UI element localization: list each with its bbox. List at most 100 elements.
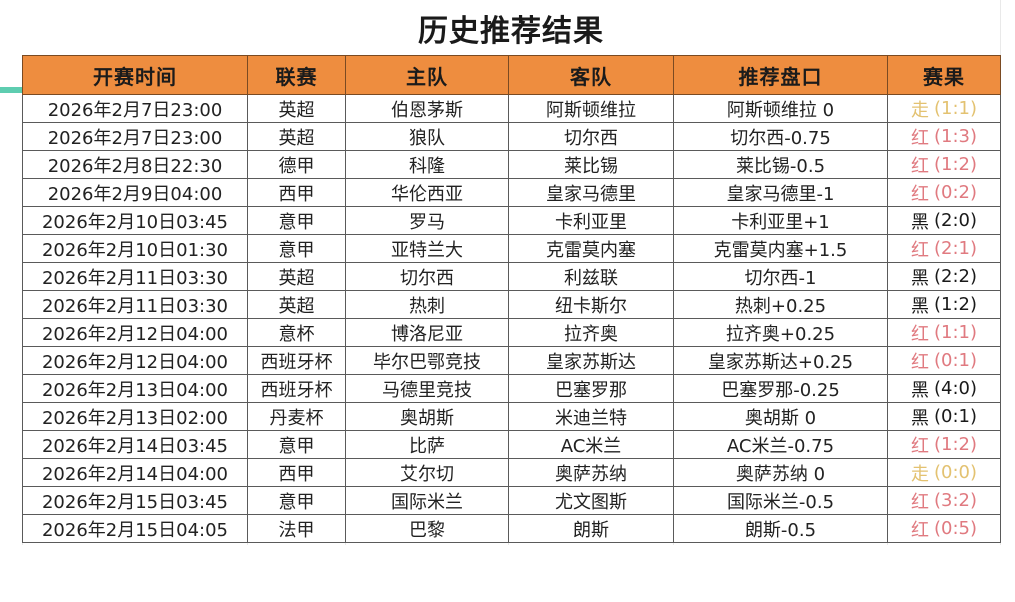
league-cell[interactable]: 英超 (247, 262, 346, 291)
match-time-cell[interactable]: 2026年2月12日04:00 (22, 346, 248, 375)
home-team-cell[interactable]: 华伦西亚 (345, 178, 509, 207)
handicap-cell[interactable]: 国际米兰-0.5 (673, 486, 888, 515)
league-cell[interactable]: 法甲 (247, 514, 346, 543)
away-team-cell[interactable]: 利兹联 (508, 262, 674, 291)
result-cell[interactable]: 红 (0:5) (887, 514, 1001, 543)
match-time-cell[interactable]: 2026年2月8日22:30 (22, 150, 248, 179)
handicap-cell[interactable]: 切尔西-0.75 (673, 122, 888, 151)
column-header-away[interactable]: 客队 (508, 55, 674, 95)
home-team-cell[interactable]: 巴黎 (345, 514, 509, 543)
table-row[interactable]: 2026年2月13日02:00 丹麦杯 奥胡斯 米迪兰特 奥胡斯 0 黑 (0:1) (22, 402, 1001, 431)
handicap-cell[interactable]: 奥萨苏纳 0 (673, 458, 888, 487)
away-team-cell[interactable]: 卡利亚里 (508, 206, 674, 235)
match-time-cell[interactable]: 2026年2月13日02:00 (22, 402, 248, 431)
handicap-cell[interactable]: 阿斯顿维拉 0 (673, 94, 888, 123)
handicap-cell[interactable]: 卡利亚里+1 (673, 206, 888, 235)
league-cell[interactable]: 英超 (247, 94, 346, 123)
result-cell[interactable]: 黑 (2:0) (887, 206, 1001, 235)
match-time-cell[interactable]: 2026年2月14日03:45 (22, 430, 248, 459)
league-cell[interactable]: 意甲 (247, 234, 346, 263)
home-team-cell[interactable]: 奥胡斯 (345, 402, 509, 431)
league-cell[interactable]: 意甲 (247, 430, 346, 459)
handicap-cell[interactable]: 巴塞罗那-0.25 (673, 374, 888, 403)
result-cell[interactable]: 红 (1:2) (887, 430, 1001, 459)
match-time-cell[interactable]: 2026年2月11日03:30 (22, 262, 248, 291)
result-cell[interactable]: 红 (1:3) (887, 122, 1001, 151)
home-team-cell[interactable]: 亚特兰大 (345, 234, 509, 263)
league-cell[interactable]: 英超 (247, 122, 346, 151)
home-team-cell[interactable]: 热刺 (345, 290, 509, 319)
table-row[interactable]: 2026年2月7日23:00 英超 伯恩茅斯 阿斯顿维拉 阿斯顿维拉 0 走 (1:1) (22, 94, 1001, 123)
away-team-cell[interactable]: 切尔西 (508, 122, 674, 151)
home-team-cell[interactable]: 艾尔切 (345, 458, 509, 487)
away-team-cell[interactable]: 莱比锡 (508, 150, 674, 179)
match-time-cell[interactable]: 2026年2月7日23:00 (22, 94, 248, 123)
result-cell[interactable]: 走 (1:1) (887, 94, 1001, 123)
league-cell[interactable]: 西班牙杯 (247, 346, 346, 375)
table-row[interactable]: 2026年2月9日04:00 西甲 华伦西亚 皇家马德里 皇家马德里-1 红 (0:2) (22, 178, 1001, 207)
away-team-cell[interactable]: AC米兰 (508, 430, 674, 459)
away-team-cell[interactable]: 拉齐奥 (508, 318, 674, 347)
match-time-cell[interactable]: 2026年2月13日04:00 (22, 374, 248, 403)
away-team-cell[interactable]: 阿斯顿维拉 (508, 94, 674, 123)
league-cell[interactable]: 意甲 (247, 486, 346, 515)
table-row[interactable]: 2026年2月14日03:45 意甲 比萨 AC米兰 AC米兰-0.75 红 (1:2) (22, 430, 1001, 459)
home-team-cell[interactable]: 毕尔巴鄂竞技 (345, 346, 509, 375)
league-cell[interactable]: 西甲 (247, 458, 346, 487)
table-row[interactable]: 2026年2月14日04:00 西甲 艾尔切 奥萨苏纳 奥萨苏纳 0 走 (0:0) (22, 458, 1001, 487)
result-cell[interactable]: 红 (1:2) (887, 150, 1001, 179)
home-team-cell[interactable]: 博洛尼亚 (345, 318, 509, 347)
match-time-cell[interactable]: 2026年2月11日03:30 (22, 290, 248, 319)
table-row[interactable]: 2026年2月11日03:30 英超 热刺 纽卡斯尔 热刺+0.25 黑 (1:2) (22, 290, 1001, 319)
home-team-cell[interactable]: 科隆 (345, 150, 509, 179)
league-cell[interactable]: 丹麦杯 (247, 402, 346, 431)
away-team-cell[interactable]: 克雷莫内塞 (508, 234, 674, 263)
home-team-cell[interactable]: 狼队 (345, 122, 509, 151)
home-team-cell[interactable]: 切尔西 (345, 262, 509, 291)
handicap-cell[interactable]: AC米兰-0.75 (673, 430, 888, 459)
result-cell[interactable]: 黑 (4:0) (887, 374, 1001, 403)
result-cell[interactable]: 红 (0:2) (887, 178, 1001, 207)
match-time-cell[interactable]: 2026年2月10日01:30 (22, 234, 248, 263)
league-cell[interactable]: 意杯 (247, 318, 346, 347)
away-team-cell[interactable]: 巴塞罗那 (508, 374, 674, 403)
match-time-cell[interactable]: 2026年2月12日04:00 (22, 318, 248, 347)
result-cell[interactable]: 红 (1:1) (887, 318, 1001, 347)
league-cell[interactable]: 意甲 (247, 206, 346, 235)
table-row[interactable]: 2026年2月10日03:45 意甲 罗马 卡利亚里 卡利亚里+1 黑 (2:0) (22, 206, 1001, 235)
handicap-cell[interactable]: 切尔西-1 (673, 262, 888, 291)
home-team-cell[interactable]: 罗马 (345, 206, 509, 235)
match-time-cell[interactable]: 2026年2月14日04:00 (22, 458, 248, 487)
table-row[interactable]: 2026年2月12日04:00 意杯 博洛尼亚 拉齐奥 拉齐奥+0.25 红 (1:1) (22, 318, 1001, 347)
table-row[interactable]: 2026年2月11日03:30 英超 切尔西 利兹联 切尔西-1 黑 (2:2) (22, 262, 1001, 291)
match-time-cell[interactable]: 2026年2月9日04:00 (22, 178, 248, 207)
handicap-cell[interactable]: 朗斯-0.5 (673, 514, 888, 543)
handicap-cell[interactable]: 莱比锡-0.5 (673, 150, 888, 179)
result-cell[interactable]: 黑 (0:1) (887, 402, 1001, 431)
table-row[interactable]: 2026年2月12日04:00 西班牙杯 毕尔巴鄂竞技 皇家苏斯达 皇家苏斯达+0.25… (22, 346, 1001, 375)
away-team-cell[interactable]: 纽卡斯尔 (508, 290, 674, 319)
column-header-handicap[interactable]: 推荐盘口 (673, 55, 888, 95)
result-cell[interactable]: 黑 (2:2) (887, 262, 1001, 291)
handicap-cell[interactable]: 皇家马德里-1 (673, 178, 888, 207)
table-row[interactable]: 2026年2月7日23:00 英超 狼队 切尔西 切尔西-0.75 红 (1:3) (22, 122, 1001, 151)
away-team-cell[interactable]: 朗斯 (508, 514, 674, 543)
result-cell[interactable]: 黑 (1:2) (887, 290, 1001, 319)
column-header-home[interactable]: 主队 (345, 55, 509, 95)
match-time-cell[interactable]: 2026年2月15日04:05 (22, 514, 248, 543)
table-row[interactable]: 2026年2月10日01:30 意甲 亚特兰大 克雷莫内塞 克雷莫内塞+1.5 红 (2:1… (22, 234, 1001, 263)
result-cell[interactable]: 走 (0:0) (887, 458, 1001, 487)
handicap-cell[interactable]: 拉齐奥+0.25 (673, 318, 888, 347)
result-cell[interactable]: 红 (2:1) (887, 234, 1001, 263)
table-row[interactable]: 2026年2月13日04:00 西班牙杯 马德里竞技 巴塞罗那 巴塞罗那-0.25 黑 (4… (22, 374, 1001, 403)
handicap-cell[interactable]: 克雷莫内塞+1.5 (673, 234, 888, 263)
table-row[interactable]: 2026年2月8日22:30 德甲 科隆 莱比锡 莱比锡-0.5 红 (1:2) (22, 150, 1001, 179)
away-team-cell[interactable]: 米迪兰特 (508, 402, 674, 431)
column-header-result[interactable]: 赛果 (887, 55, 1001, 95)
result-cell[interactable]: 红 (3:2) (887, 486, 1001, 515)
table-row[interactable]: 2026年2月15日04:05 法甲 巴黎 朗斯 朗斯-0.5 红 (0:5) (22, 514, 1001, 543)
home-team-cell[interactable]: 马德里竞技 (345, 374, 509, 403)
away-team-cell[interactable]: 尤文图斯 (508, 486, 674, 515)
result-cell[interactable]: 红 (0:1) (887, 346, 1001, 375)
table-row[interactable]: 2026年2月15日03:45 意甲 国际米兰 尤文图斯 国际米兰-0.5 红 (3:2) (22, 486, 1001, 515)
